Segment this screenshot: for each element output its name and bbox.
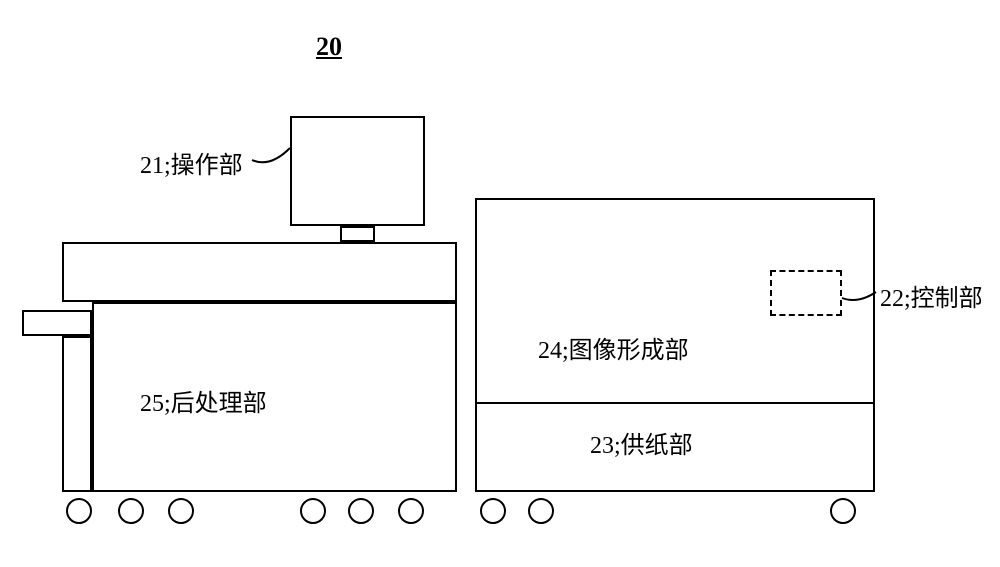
- caster: [66, 498, 92, 524]
- caster: [480, 498, 506, 524]
- caster: [118, 498, 144, 524]
- caster: [300, 498, 326, 524]
- leader-22: [0, 0, 1000, 567]
- caster: [528, 498, 554, 524]
- caster: [348, 498, 374, 524]
- caster: [398, 498, 424, 524]
- caster: [168, 498, 194, 524]
- diagram-canvas: 20 21;操作部 25;后处理部 24;图像形成部 23;供纸部 22;控制部: [0, 0, 1000, 567]
- caster: [830, 498, 856, 524]
